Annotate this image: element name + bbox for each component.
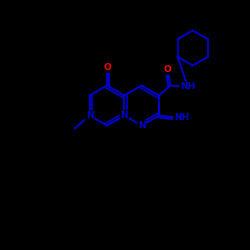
Text: N: N	[138, 121, 145, 130]
Text: NH: NH	[180, 82, 195, 91]
Text: O: O	[103, 63, 111, 72]
Text: N: N	[86, 111, 94, 120]
Text: N: N	[120, 111, 128, 120]
Text: O: O	[164, 65, 172, 74]
Text: NH: NH	[174, 114, 189, 122]
